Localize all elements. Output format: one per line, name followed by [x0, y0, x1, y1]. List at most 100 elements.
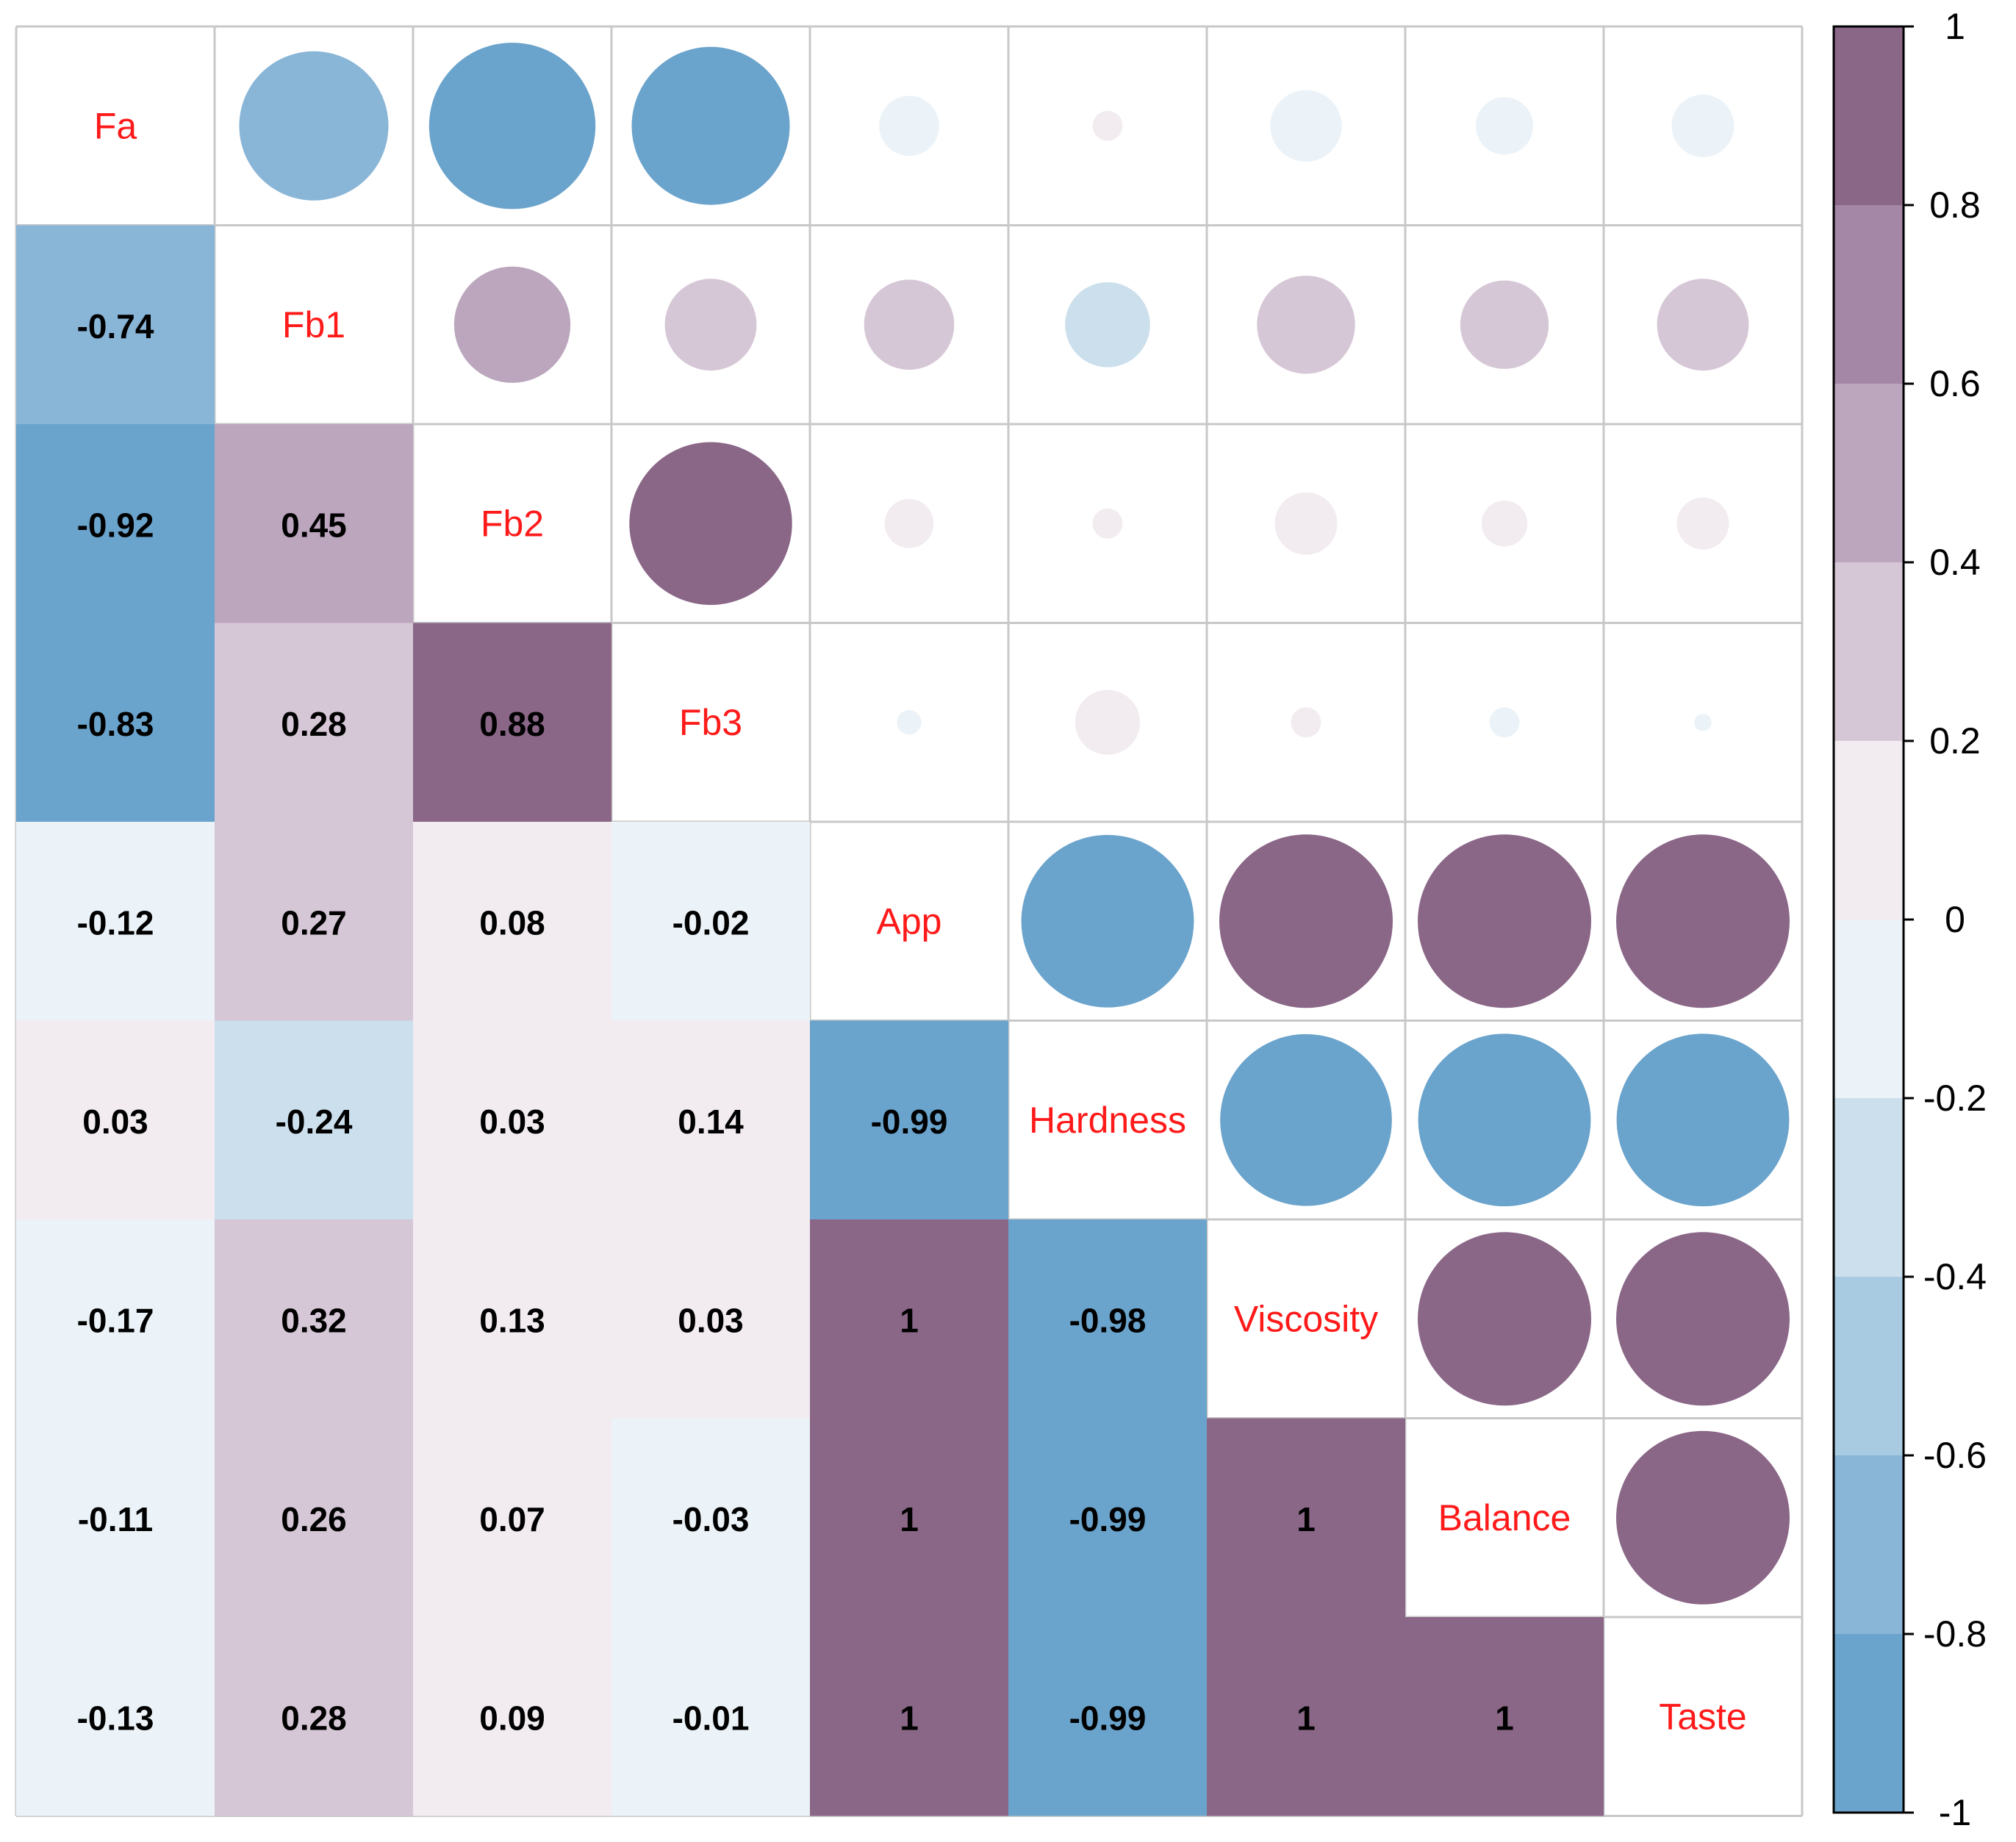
corr-circle-3-7: [1489, 707, 1520, 738]
corr-circle-1-5: [1065, 282, 1150, 368]
heat-cell-fill-8-4: [810, 1617, 1008, 1816]
corr-circle-6-7: [1418, 1232, 1591, 1406]
heat-cell-fill-6-4: [810, 1219, 1008, 1419]
value-label-top-4-2: 0.08: [479, 903, 545, 942]
corr-circle-1-3: [664, 279, 757, 371]
corr-circle-1-7: [1460, 280, 1549, 369]
heat-cell-fill-5-0: [16, 1020, 215, 1219]
legend-tick-label: 0.4: [1929, 542, 1981, 583]
value-label-top-6-3: 0.03: [678, 1301, 744, 1339]
value-label-top-7-1: 0.26: [281, 1500, 347, 1538]
legend-tick-label: -1: [1939, 1792, 1971, 1833]
value-label-top-8-7: 1: [1495, 1699, 1514, 1737]
heat-cell-fill-7-4: [810, 1418, 1008, 1617]
correlation-matrix: Fa -0.74 Fb1 -0.92 0.45 Fb2 -0.83 0.28 0.88 Fb3 -0…: [15, 25, 1804, 1817]
value-label-top-8-0: -0.13: [77, 1699, 154, 1737]
heat-cell-fill-8-1: [215, 1617, 413, 1816]
corr-circle-4-6: [1219, 834, 1393, 1008]
heat-cell-fill-4-1: [215, 822, 413, 1021]
value-label-top-2-1: 0.45: [281, 506, 347, 544]
heat-cell-fill-3-0: [16, 623, 215, 822]
corr-circle-0-5: [1092, 110, 1123, 141]
corr-circle-3-8: [1694, 713, 1712, 731]
corr-circle-3-6: [1291, 707, 1321, 738]
heat-cell-fill-7-1: [215, 1418, 413, 1617]
value-label-top-5-3: 0.14: [678, 1103, 744, 1141]
value-label-top-7-5: -0.99: [1069, 1500, 1147, 1538]
heat-cell-fill-8-3: [611, 1617, 810, 1816]
corr-circle-1-8: [1657, 279, 1749, 371]
heat-cell-fill-6-0: [16, 1219, 215, 1419]
legend-tick-label: -0.2: [1923, 1078, 1987, 1119]
variable-label-fa: Fa: [94, 105, 137, 146]
corr-circle-4-7: [1418, 834, 1591, 1008]
color-legend: 1 0.8 0.6 0.4 0.2 0 -0.2 -0.4 -0.6 -0.8 -1: [1832, 6, 1987, 1833]
value-label-top-6-5: -0.98: [1069, 1301, 1147, 1339]
value-label-top-8-4: 1: [900, 1699, 919, 1737]
corr-circle-1-2: [453, 266, 571, 383]
corr-circle-3-4: [897, 710, 922, 735]
value-label-top-5-2: 0.03: [479, 1103, 545, 1141]
corr-circle-2-8: [1676, 497, 1729, 550]
value-label-top-2-0: -0.92: [77, 506, 154, 544]
value-label-top-6-4: 1: [900, 1301, 919, 1339]
value-label-top-1-0: -0.74: [77, 307, 154, 345]
value-label-top-8-1: 0.28: [281, 1699, 347, 1737]
corr-circle-2-3: [629, 442, 792, 605]
heat-cell-fill-7-5: [1008, 1418, 1207, 1617]
heat-cell-fill-4-0: [16, 822, 215, 1021]
value-label-top-8-2: 0.09: [479, 1699, 545, 1737]
variable-label-balance: Balance: [1438, 1497, 1571, 1538]
corr-circle-0-4: [879, 96, 939, 157]
value-label-top-7-3: -0.03: [672, 1500, 750, 1538]
legend-band-9: [1834, 26, 1904, 205]
legend-tick-label: -0.8: [1923, 1613, 1987, 1655]
corr-circle-6-8: [1616, 1232, 1790, 1406]
legend-band-4: [1834, 920, 1904, 1098]
legend-tick-label: 0: [1945, 899, 1965, 940]
corr-circle-1-6: [1257, 275, 1355, 374]
heat-cell-fill-6-2: [413, 1219, 611, 1419]
heat-cell-fill-7-2: [413, 1418, 611, 1617]
corr-circle-2-4: [884, 498, 934, 548]
legend-band-8: [1834, 205, 1904, 384]
value-label-top-3-1: 0.28: [281, 705, 347, 743]
heat-cell-fill-6-3: [611, 1219, 810, 1419]
value-label-top-8-3: -0.01: [672, 1699, 750, 1737]
value-label-top-4-1: 0.27: [281, 903, 347, 942]
value-label-top-5-0: 0.03: [82, 1103, 148, 1141]
value-label-top-7-2: 0.07: [479, 1500, 545, 1538]
value-label-top-4-0: -0.12: [77, 903, 154, 942]
value-label-top-3-2: 0.88: [479, 705, 545, 743]
legend-band-5: [1834, 741, 1904, 920]
legend-band-7: [1834, 384, 1904, 562]
corr-circle-2-5: [1092, 508, 1123, 539]
corr-circle-0-2: [428, 43, 596, 209]
legend-band-3: [1834, 1098, 1904, 1277]
variable-label-taste: Taste: [1659, 1696, 1747, 1737]
legend-tick-label: -0.6: [1923, 1435, 1987, 1476]
legend-band-1: [1834, 1455, 1904, 1634]
legend-band-0: [1834, 1634, 1904, 1813]
value-label-top-7-6: 1: [1296, 1500, 1316, 1538]
variable-label-hardness: Hardness: [1029, 1100, 1186, 1141]
heat-cell-fill-3-2: [413, 623, 611, 822]
corr-circle-0-6: [1270, 90, 1342, 162]
heat-cell-fill-1-0: [16, 225, 215, 424]
legend-tick-label: 1: [1945, 6, 1965, 47]
heat-cell-fill-7-0: [16, 1418, 215, 1617]
heat-cell-fill-6-1: [215, 1219, 413, 1419]
variable-label-fb2: Fb2: [481, 503, 544, 544]
corr-circle-1-4: [864, 279, 955, 370]
heat-cell-fill-8-2: [413, 1617, 611, 1816]
heat-cell-fill-8-7: [1405, 1617, 1604, 1816]
value-label-top-6-0: -0.17: [77, 1301, 154, 1339]
variable-label-app: App: [877, 900, 942, 942]
corr-circle-4-8: [1616, 834, 1790, 1008]
value-label-top-4-3: -0.02: [672, 903, 750, 942]
variable-label-fb1: Fb1: [282, 304, 345, 345]
variable-label-fb3: Fb3: [679, 702, 742, 743]
heat-cell-fill-8-0: [16, 1617, 215, 1816]
value-label-top-5-1: -0.24: [276, 1103, 353, 1141]
value-label-top-7-0: -0.11: [78, 1500, 153, 1538]
